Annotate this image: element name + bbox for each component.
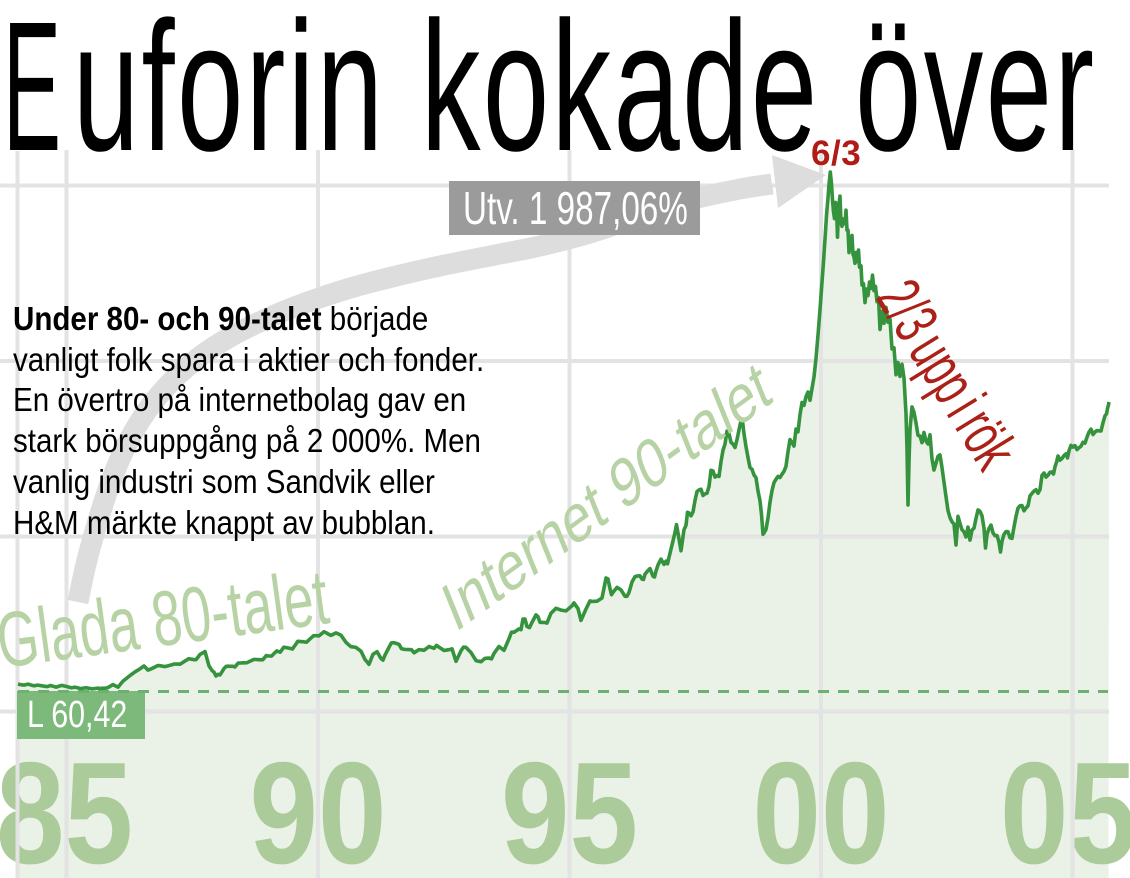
svg-text:05: 05: [1000, 732, 1130, 878]
svg-text:E: E: [3, 0, 61, 190]
svg-text:uforin kokade över: uforin kokade över: [73, 0, 1097, 189]
